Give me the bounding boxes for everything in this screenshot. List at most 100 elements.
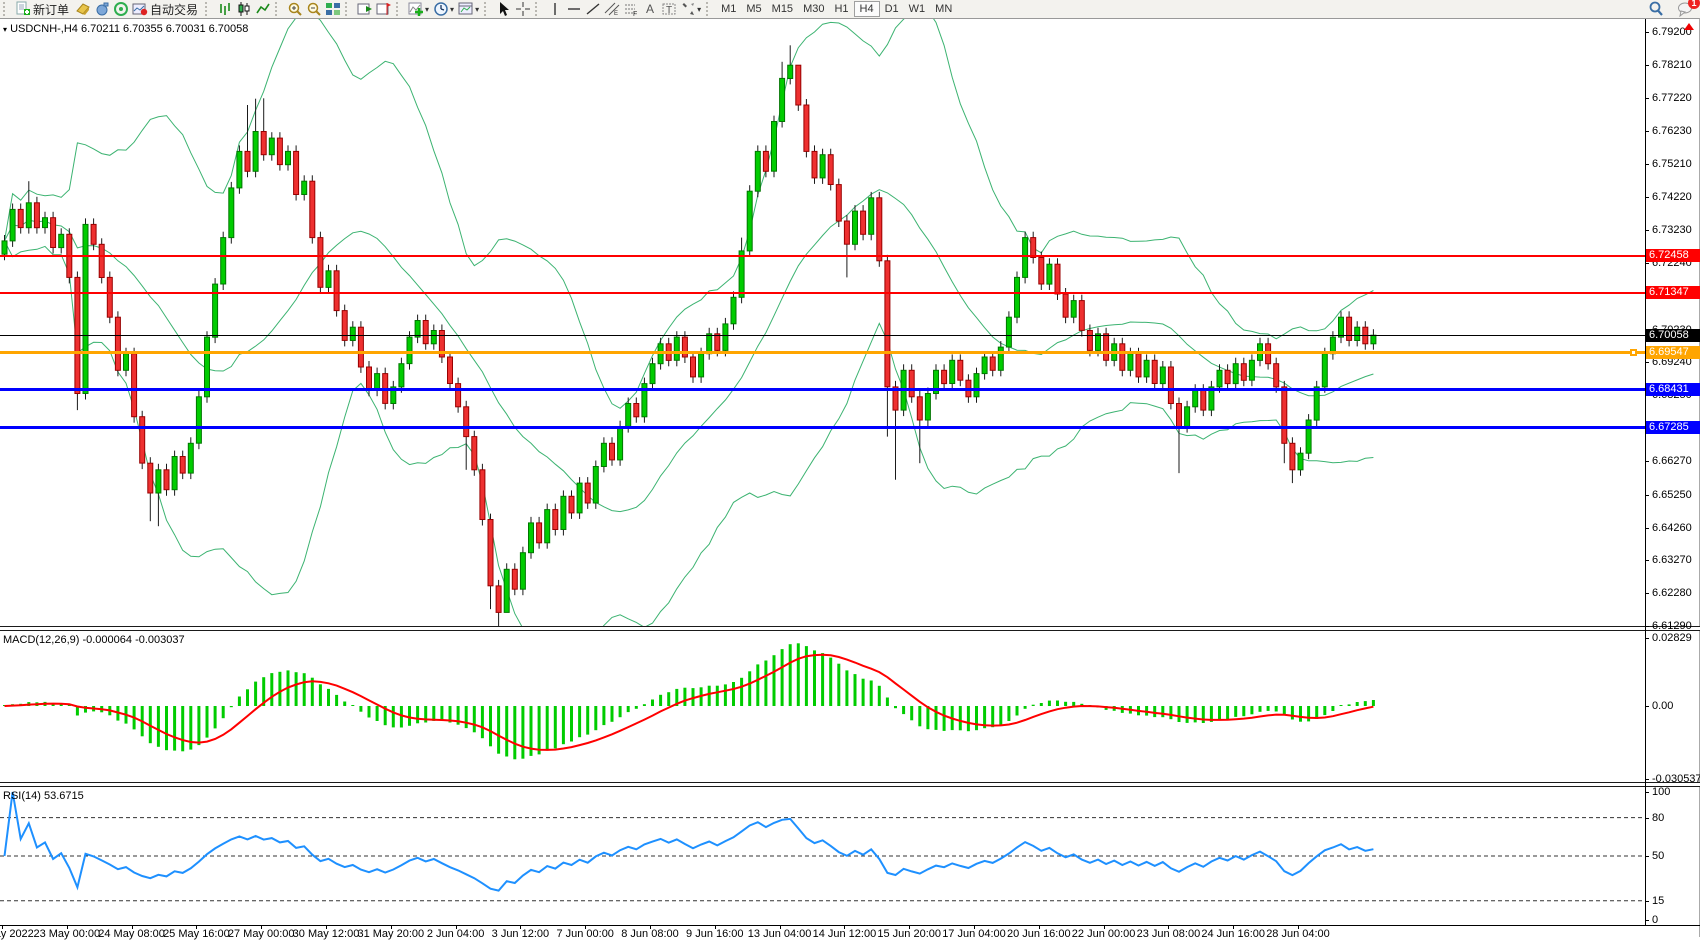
toolbar-separator [535, 2, 542, 16]
time-axis-label: 2 Jun 04:00 [426, 928, 485, 940]
pivot-line[interactable] [0, 350, 1645, 354]
metaeditor-icon[interactable] [92, 1, 111, 18]
toolbar-separator [3, 2, 10, 16]
toolbar-separator [706, 2, 713, 16]
chart-symbol-period: USDCNH-,H4 [10, 23, 78, 35]
price-tick: 6.76230 [1652, 124, 1692, 137]
resistance-line-1[interactable] [0, 254, 1645, 257]
pivot-line-badge[interactable]: 6.69547 [1646, 345, 1700, 359]
auto-scroll-icon[interactable] [355, 1, 374, 18]
price-tick: 6.64260 [1652, 521, 1692, 534]
fibonacci-icon[interactable]: F [621, 1, 640, 18]
chart-shift-icon[interactable] [374, 1, 393, 18]
crosshair-icon[interactable] [513, 1, 532, 18]
timeframe-button-h4[interactable]: H4 [853, 1, 880, 17]
time-axis-label: 28 Jun 04:00 [1266, 928, 1330, 940]
svg-text:T: T [666, 5, 672, 16]
price-tick: 6.61290 [1652, 620, 1692, 632]
line-chart-icon[interactable] [253, 1, 272, 18]
chat-badge: 1 [1688, 0, 1700, 9]
horizontal-line-icon[interactable] [564, 1, 583, 18]
new-order-icon[interactable] [13, 1, 32, 18]
support-line-1[interactable] [0, 387, 1645, 391]
text-label-icon[interactable]: T [659, 1, 678, 18]
resistance-line-2-badge[interactable]: 6.71347 [1646, 286, 1700, 299]
toolbar-separator [345, 2, 352, 16]
vertical-line-icon[interactable] [545, 1, 564, 18]
new-order-button[interactable]: 新订单 [33, 2, 70, 17]
time-axis-label: 27 May 00:00 [227, 928, 295, 940]
bid-price-line[interactable] [0, 334, 1645, 336]
price-tick: 6.75210 [1652, 158, 1692, 171]
signal-icon[interactable] [111, 1, 130, 18]
support-line-1-badge[interactable]: 6.68431 [1646, 382, 1700, 396]
svg-text:E: E [614, 11, 618, 17]
tile-windows-icon[interactable] [323, 1, 342, 18]
templates-dropdown-icon[interactable]: ▾ [475, 4, 480, 14]
price-tick: 6.79200 [1652, 26, 1692, 38]
timeframe-button-m5[interactable]: M5 [746, 3, 762, 15]
price-tick: 6.62280 [1652, 587, 1692, 600]
resistance-line-1-badge[interactable]: 6.72458 [1646, 249, 1700, 263]
timeframe-button-mn[interactable]: MN [935, 3, 953, 15]
periods-icon[interactable] [431, 1, 450, 18]
time-axis-label: 14 Jun 12:00 [812, 928, 877, 940]
support-line-2[interactable] [0, 425, 1645, 429]
timeframe-toolbar: M1 M5 M15 M30 H1 H4 D1 W1 MN [716, 1, 957, 17]
periods-dropdown-icon[interactable]: ▾ [450, 4, 455, 14]
price-tick: 6.74220 [1652, 191, 1692, 204]
chart-title: ▾ USDCNH-,H4 6.70211 6.70355 6.70031 6.7… [3, 23, 248, 35]
chart-dropdown-marker[interactable]: ▾ [3, 25, 8, 34]
bar-chart-icon[interactable] [215, 1, 234, 18]
indicators-icon[interactable] [406, 1, 425, 18]
toolbar-separator [396, 2, 403, 16]
search-icon[interactable] [1646, 1, 1665, 18]
bid-price-line-badge[interactable]: 6.70058 [1646, 328, 1700, 342]
toolbar-separator [275, 2, 282, 16]
main-chart-canvas[interactable] [0, 19, 1700, 627]
channel-icon[interactable]: E [602, 1, 621, 18]
eraser-icon[interactable] [73, 1, 92, 18]
panel-splitter[interactable] [0, 626, 1700, 631]
arrows-dropdown-icon[interactable]: ▾ [697, 4, 702, 14]
time-axis-label: 23 Jun 08:00 [1136, 928, 1201, 940]
timeframe-button-w1[interactable]: W1 [908, 3, 926, 15]
timeframe-button-m1[interactable]: M1 [721, 3, 737, 15]
timeframe-button-d1[interactable]: D1 [884, 3, 899, 15]
rsi-panel-canvas[interactable] [0, 788, 1700, 925]
autotrade-icon[interactable] [130, 1, 149, 18]
cursor-icon[interactable] [494, 1, 513, 18]
time-axis-label: 17 Jun 04:00 [942, 928, 1006, 940]
time-axis-label: 25 May 16:00 [163, 928, 230, 940]
text-icon[interactable]: A [640, 1, 659, 18]
price-tick: 6.78210 [1652, 58, 1692, 71]
rsi-label: RSI(14) 53.6715 [3, 790, 84, 802]
timeframe-button-m30[interactable]: M30 [803, 3, 825, 15]
timeframe-button-m15[interactable]: M15 [771, 3, 794, 15]
autotrade-button[interactable]: 自动交易 [150, 2, 199, 17]
zoom-out-icon[interactable] [304, 1, 323, 18]
time-axis-label: 9 Jun 16:00 [686, 928, 744, 940]
time-axis-label: 31 May 20:00 [357, 928, 425, 940]
candlestick-chart-icon[interactable] [234, 1, 253, 18]
rsi-tick: 80 [1652, 811, 1665, 824]
indicators-dropdown-icon[interactable]: ▾ [425, 4, 430, 14]
macd-panel-canvas[interactable] [0, 632, 1700, 783]
chat-icon[interactable]: 1 [1675, 0, 1700, 18]
pivot-line-handle[interactable] [1630, 348, 1637, 356]
scroll-marker-icon[interactable] [1684, 23, 1694, 30]
templates-icon[interactable] [456, 1, 475, 18]
timeframe-button-h1[interactable]: H1 [834, 3, 849, 15]
resistance-line-2[interactable] [0, 291, 1645, 294]
support-line-2-badge[interactable]: 6.67285 [1646, 420, 1700, 434]
time-axis-label: 15 Jun 20:00 [877, 928, 941, 940]
rsi-tick: 15 [1652, 894, 1665, 907]
zoom-in-icon[interactable] [285, 1, 304, 18]
time-axis-label: 24 May 08:00 [98, 928, 165, 940]
trendline-icon[interactable] [583, 1, 602, 18]
toolbar-separator [484, 2, 491, 16]
price-tick: 6.69240 [1652, 356, 1692, 369]
panel-splitter[interactable] [0, 782, 1700, 787]
rsi-tick: 50 [1652, 850, 1665, 862]
arrows-icon[interactable] [678, 1, 697, 18]
